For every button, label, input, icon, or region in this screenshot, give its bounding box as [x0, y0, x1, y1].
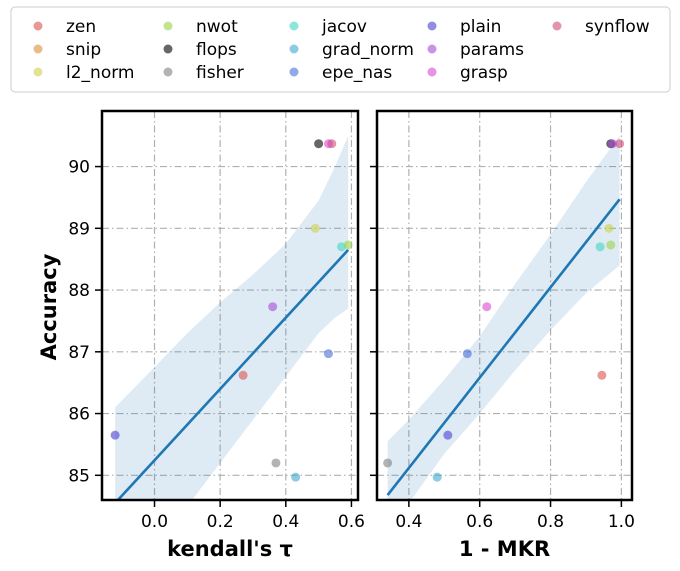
x-axis-title: kendall's τ — [167, 537, 293, 561]
confidence-band — [115, 135, 349, 500]
legend-marker-snip — [33, 44, 43, 54]
y-tick-label: 86 — [68, 405, 90, 425]
data-point-nwot — [343, 240, 353, 250]
y-axis-title: Accuracy — [37, 253, 61, 360]
legend-marker-nwot — [163, 21, 173, 31]
legend: zen snip l2_norm nwot flops fisher jacov grad_n… — [10, 6, 671, 93]
legend-marker-zen — [33, 21, 43, 31]
legend-label-params: params — [460, 40, 524, 60]
axes-frame — [375, 109, 634, 502]
data-point-plain — [443, 430, 453, 440]
data-point-params — [268, 302, 278, 312]
x-tick-label: 0.6 — [338, 512, 365, 532]
legend-marker-synflow — [552, 21, 562, 31]
legend-label-l2_norm: l2_norm — [66, 63, 134, 83]
panel-1-minus-mkr: 0.4 0.6 0.8 1.0 1 - MKR — [370, 109, 635, 561]
legend-marker-grad_norm — [289, 44, 299, 54]
y-tick-label: 85 — [68, 466, 90, 486]
x-tick-label: 0.0 — [141, 512, 168, 532]
data-point-flops — [314, 139, 324, 149]
legend-marker-l2_norm — [33, 67, 43, 77]
data-point-l2_norm — [310, 223, 320, 233]
legend-marker-jacov — [289, 21, 299, 31]
regression-line — [116, 249, 350, 500]
legend-marker-fisher — [163, 67, 173, 77]
data-point-synflow — [327, 139, 337, 149]
x-tick-label: 0.8 — [537, 512, 564, 532]
y-tick-label: 88 — [68, 281, 90, 301]
regression-line — [386, 198, 621, 496]
y-tick-label: 87 — [68, 343, 90, 363]
x-tick-label: 0.4 — [395, 512, 422, 532]
panel-kendall-tau: 0.0 0.2 0.4 0.6 85 86 87 88 89 90 kendall's τ — [68, 109, 365, 561]
data-point-fisher — [383, 458, 393, 468]
x-tick-label: 1.0 — [608, 512, 635, 532]
data-point-zen — [597, 370, 607, 380]
y-tick-label: 89 — [68, 219, 90, 239]
grid — [377, 111, 632, 500]
data-point-synflow — [615, 139, 625, 149]
legend-marker-flops — [163, 44, 173, 54]
legend-marker-epe_nas — [289, 67, 299, 77]
data-point-fisher — [271, 458, 281, 468]
legend-marker-grasp — [427, 67, 437, 77]
legend-label-epe_nas: epe_nas — [322, 63, 392, 83]
data-point-grasp — [482, 302, 492, 312]
x-tick-label: 0.4 — [272, 512, 299, 532]
legend-label-nwot: nwot — [196, 17, 238, 37]
x-tick-label: 0.2 — [207, 512, 234, 532]
confidence-band — [387, 135, 620, 500]
legend-label-grad_norm: grad_norm — [322, 40, 414, 60]
data-point-epe_nas — [323, 349, 333, 359]
data-point-grad_norm — [432, 472, 442, 482]
data-point-nwot — [606, 240, 616, 250]
data-point-grad_norm — [291, 472, 301, 482]
legend-label-grasp: grasp — [460, 63, 508, 83]
x-tick-label: 0.6 — [466, 512, 493, 532]
legend-label-snip: snip — [66, 40, 101, 60]
legend-label-flops: flops — [196, 40, 237, 60]
data-point-epe_nas — [462, 349, 472, 359]
axes-frame — [100, 109, 360, 502]
legend-label-zen: zen — [66, 17, 96, 37]
legend-label-synflow: synflow — [585, 17, 650, 37]
data-point-l2_norm — [604, 223, 614, 233]
data-point-plain — [110, 430, 120, 440]
data-point-jacov — [595, 242, 605, 252]
legend-label-plain: plain — [460, 17, 501, 37]
legend-frame — [10, 6, 671, 93]
legend-marker-params — [427, 44, 437, 54]
legend-label-jacov: jacov — [321, 17, 367, 37]
x-axis-title: 1 - MKR — [459, 537, 550, 561]
legend-marker-plain — [427, 21, 437, 31]
y-tick-label: 90 — [68, 158, 90, 178]
data-point-zen — [238, 370, 248, 380]
data-point-params — [608, 139, 618, 149]
legend-label-fisher: fisher — [196, 63, 244, 83]
